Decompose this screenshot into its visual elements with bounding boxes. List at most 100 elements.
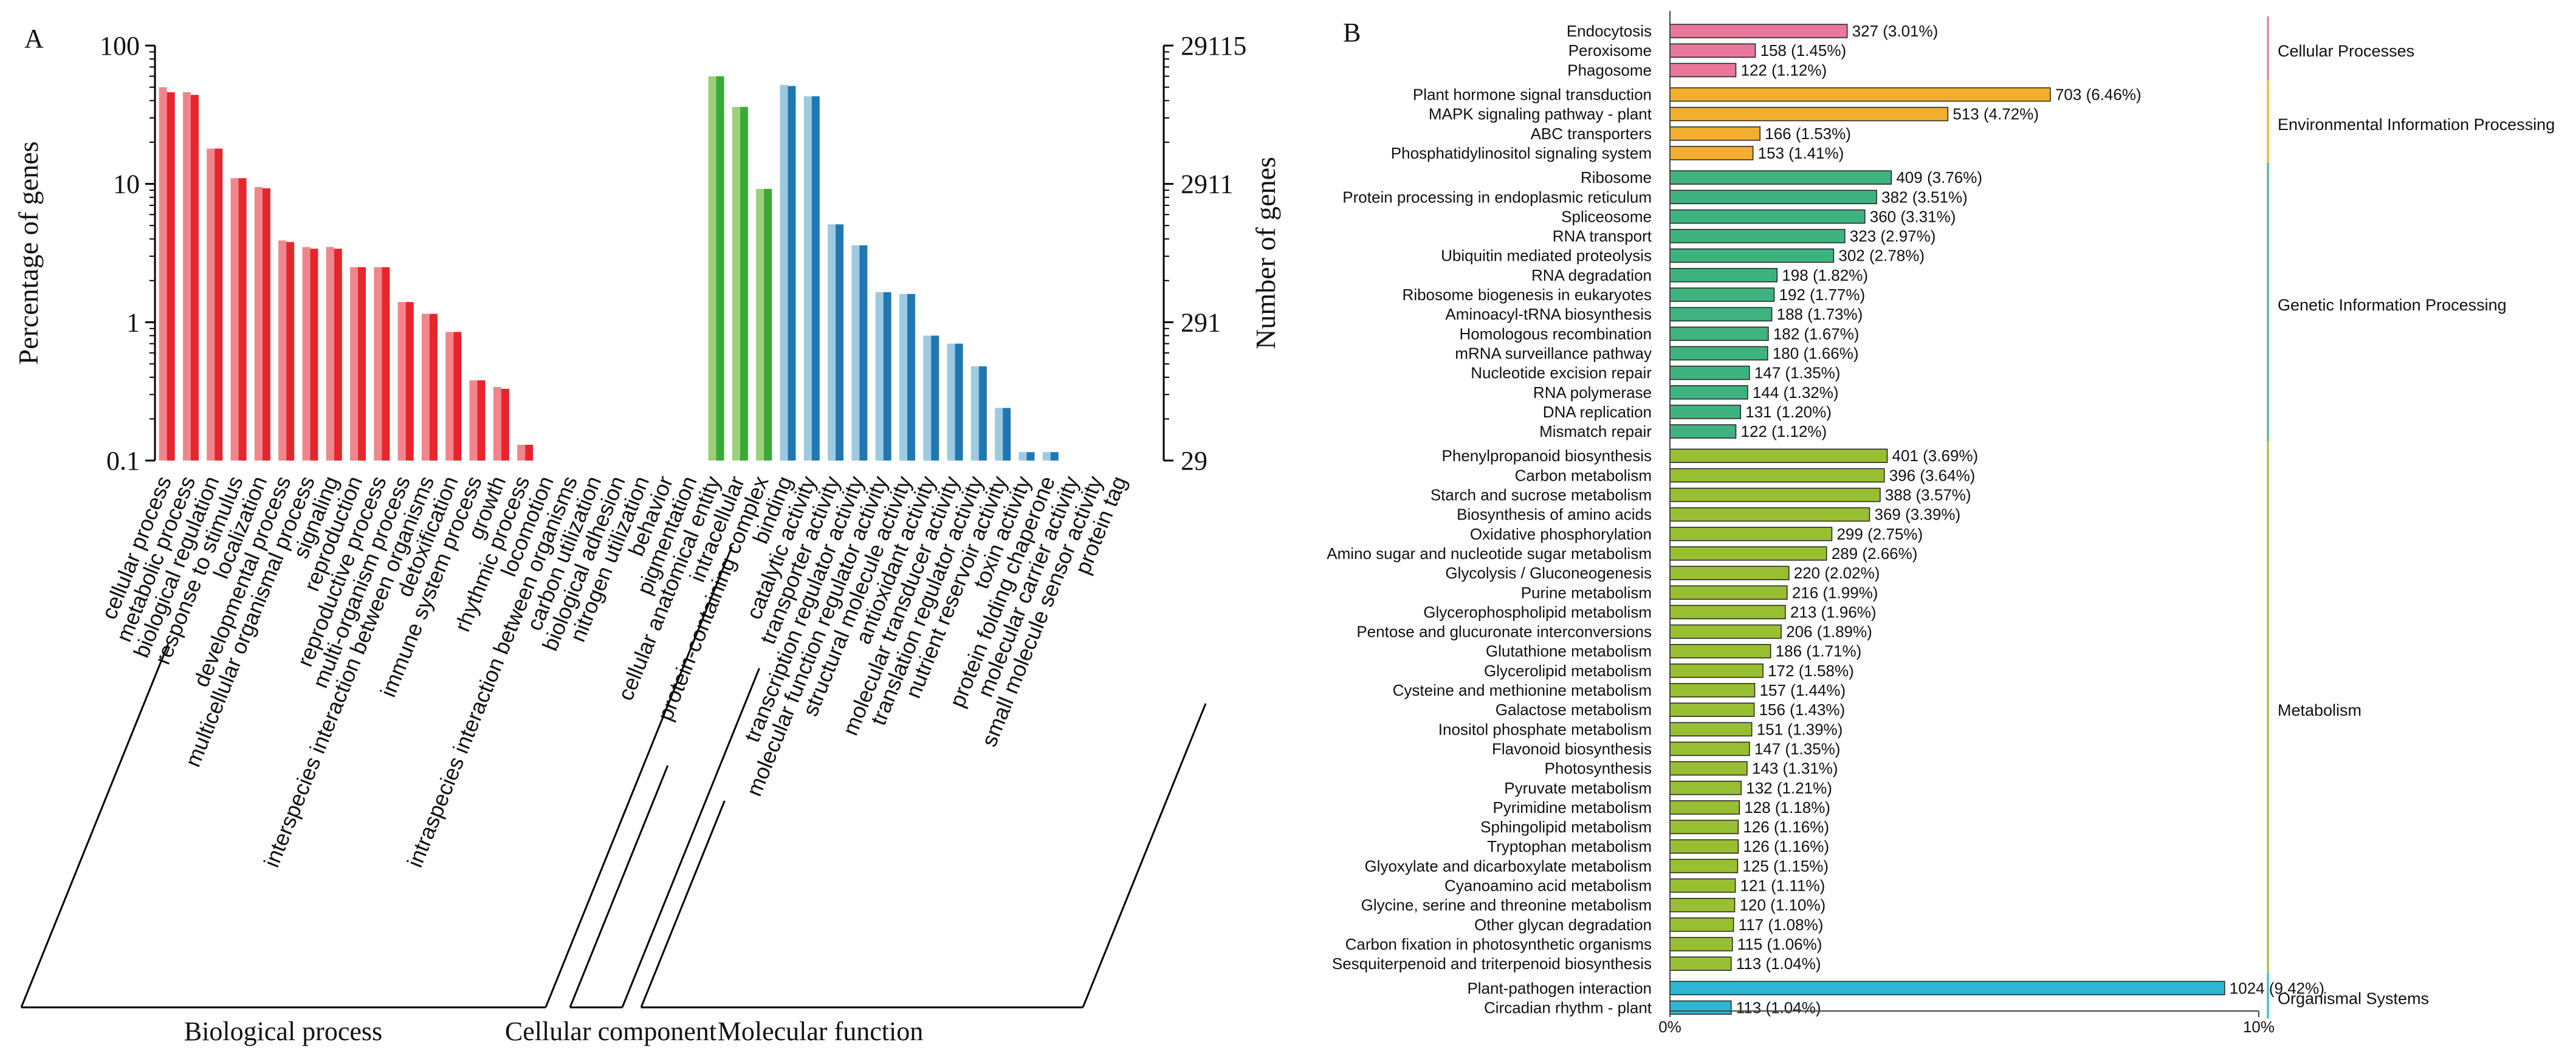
kegg-bar	[1669, 643, 1771, 659]
kegg-bar	[1669, 663, 1764, 678]
kegg-value-label: 186 (1.71%)	[1776, 642, 1862, 660]
go-bar-dark	[405, 302, 414, 461]
kegg-value-label: 122 (1.12%)	[1741, 61, 1827, 79]
kegg-class-label: Cellular Processes	[2278, 42, 2414, 60]
kegg-bar	[1669, 624, 1782, 639]
kegg-pathway-label: RNA polymerase	[1533, 383, 1652, 402]
kegg-pathway-label: RNA transport	[1553, 227, 1652, 245]
go-bar-light	[1018, 452, 1027, 461]
kegg-value-label: 158 (1.45%)	[1760, 41, 1847, 60]
y2-tick-label: 29	[1181, 446, 1207, 476]
kegg-value-label: 388 (3.57%)	[1885, 486, 1971, 504]
kegg-bar	[1669, 43, 1756, 58]
kegg-value-label: 289 (2.66%)	[1832, 544, 1918, 563]
kegg-bar	[1669, 917, 1734, 932]
kegg-bar	[1669, 346, 1768, 361]
go-bar-light	[517, 445, 526, 461]
kegg-pathway-label: mRNA surveillance pathway	[1455, 344, 1652, 362]
go-bar-dark	[190, 95, 199, 461]
kegg-bar	[1669, 424, 1737, 439]
kegg-pathway-label: Phenylpropanoid biosynthesis	[1442, 447, 1652, 465]
kegg-pathway-label: Ubiquitin mediated proteolysis	[1441, 247, 1652, 265]
panel-b-letter: B	[1343, 18, 1361, 47]
go-bar-dark	[262, 188, 270, 461]
go-bar-light	[995, 408, 1003, 461]
kegg-bar	[1669, 468, 1885, 483]
kegg-value-label: 156 (1.43%)	[1759, 701, 1846, 719]
kegg-bar	[1669, 981, 2225, 996]
kegg-pathway-label: Spliceosome	[1561, 207, 1652, 225]
go-bar-light	[970, 366, 979, 461]
go-bar-dark	[1003, 408, 1011, 461]
go-bar-dark	[453, 332, 462, 461]
go-bar-dark	[358, 267, 366, 461]
kegg-pathway-label: Glycolysis / Gluconeogenesis	[1445, 564, 1652, 582]
kegg-bar	[1669, 956, 1732, 971]
kegg-value-label: 147 (1.35%)	[1754, 364, 1841, 382]
group-bracket-right	[544, 546, 733, 1008]
kegg-value-label: 117 (1.08%)	[1739, 916, 1824, 934]
go-bar-light	[899, 293, 907, 461]
go-bar-dark	[955, 343, 963, 461]
kegg-value-label: 128 (1.18%)	[1744, 798, 1830, 817]
go-bar-dark	[978, 366, 987, 461]
y2-tick-label: 291	[1181, 307, 1221, 337]
kegg-class-label: Metabolism	[2278, 701, 2361, 719]
kegg-value-label: 131 (1.20%)	[1745, 403, 1832, 421]
kegg-bar	[1669, 683, 1756, 697]
go-bar-light	[182, 92, 191, 461]
kegg-value-label: 125 (1.15%)	[1742, 857, 1829, 875]
kegg-value-label: 206 (1.89%)	[1786, 623, 1872, 641]
kegg-pathway-label: Galactose metabolism	[1496, 701, 1652, 719]
go-bar-light	[207, 148, 215, 461]
kegg-pathway-label: Endocytosis	[1567, 22, 1652, 40]
kegg-pathway-label: MAPK signaling pathway - plant	[1429, 105, 1652, 123]
kegg-value-label: 166 (1.53%)	[1765, 125, 1851, 143]
kegg-pathway-label: Pyruvate metabolism	[1504, 779, 1652, 797]
kegg-x-tick-label: 0%	[1658, 1018, 1681, 1036]
kegg-value-label: 115 (1.06%)	[1737, 935, 1822, 953]
kegg-bar	[1669, 859, 1739, 874]
kegg-pathway-label: Ribosome biogenesis in eukaryotes	[1403, 286, 1652, 304]
go-bar-light	[421, 314, 430, 461]
kegg-bar	[1669, 190, 1877, 205]
kegg-bar	[1669, 405, 1742, 419]
kegg-bar	[1669, 820, 1739, 834]
kegg-value-label: 323 (2.97%)	[1850, 227, 1936, 245]
kegg-value-label: 113 (1.04%)	[1736, 998, 1821, 1016]
group-bracket-right	[1082, 703, 1207, 1008]
go-bar-dark	[811, 96, 820, 461]
kegg-pathway-label: Glycerophospholipid metabolism	[1423, 603, 1652, 621]
kegg-value-label: 401 (3.69%)	[1892, 447, 1979, 465]
group-bracket-left	[569, 765, 669, 1008]
kegg-pathway-label: Glycerolipid metabolism	[1484, 662, 1652, 680]
kegg-pathway-label: Mismatch repair	[1539, 422, 1652, 440]
kegg-bar	[1669, 228, 1846, 244]
go-bar-dark	[836, 224, 844, 461]
go-bar-light	[469, 380, 478, 461]
kegg-value-label: 703 (6.46%)	[2055, 86, 2142, 104]
go-bar-light	[708, 76, 716, 461]
go-bar-light	[493, 386, 501, 461]
go-bar-dark	[238, 178, 247, 461]
go-bar-light	[828, 224, 836, 461]
kegg-value-label: 122 (1.12%)	[1741, 422, 1827, 440]
kegg-pathway-label: Photosynthesis	[1545, 759, 1652, 778]
kegg-bar	[1669, 722, 1753, 737]
kegg-bar	[1669, 527, 1833, 541]
kegg-bar	[1669, 106, 1949, 122]
kegg-value-label: 132 (1.21%)	[1746, 779, 1832, 797]
kegg-x-tick-label: 10%	[2243, 1018, 2275, 1036]
kegg-value-label: 213 (1.96%)	[1790, 603, 1877, 621]
kegg-value-label: 216 (1.99%)	[1792, 583, 1878, 601]
kegg-value-label: 120 (1.10%)	[1740, 896, 1826, 914]
go-bar-light	[875, 292, 884, 461]
go-bar-dark	[525, 445, 534, 461]
kegg-value-label: 396 (3.64%)	[1889, 466, 1976, 484]
go-bar-dark	[429, 314, 438, 461]
go-bar-light	[923, 335, 932, 461]
kegg-bar	[1669, 365, 1750, 380]
kegg-value-label: 220 (2.02%)	[1794, 564, 1880, 582]
kegg-pathway-label: Aminoacyl-tRNA biosynthesis	[1445, 305, 1652, 323]
